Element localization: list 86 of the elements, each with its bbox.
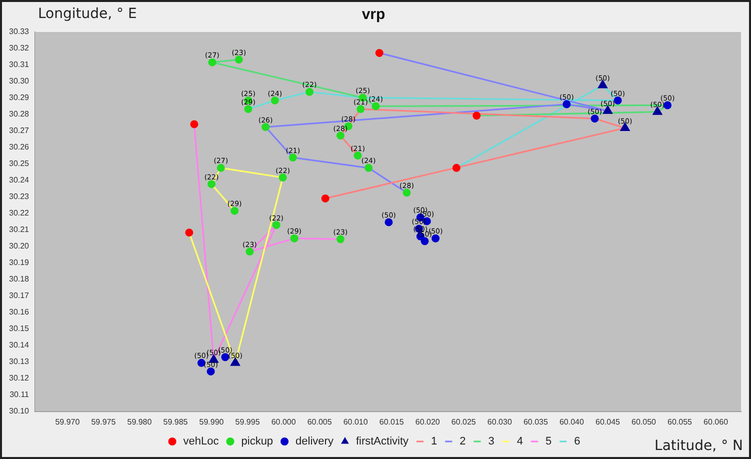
y-tick-label: 30.30 — [8, 76, 30, 86]
point — [364, 164, 373, 172]
y-tick-label: 30.25 — [8, 159, 30, 168]
legend-label: 4 — [516, 436, 523, 448]
legend-label: 1 — [431, 436, 438, 448]
x-tick-label: 59.990 — [199, 417, 224, 426]
x-tick-label: 60.050 — [632, 417, 657, 426]
point — [372, 102, 380, 110]
y-axis-title: Longitude, ° E — [38, 6, 137, 22]
y-tick-label: 30.18 — [8, 274, 30, 284]
x-tick-label: 60.005 — [307, 417, 332, 426]
point — [336, 132, 344, 140]
x-tick-label: 60.010 — [343, 417, 368, 426]
point — [208, 180, 216, 188]
y-tick-label: 30.19 — [8, 258, 30, 268]
x-tick-label: 60.015 — [379, 417, 404, 426]
point — [452, 164, 460, 172]
x-tick-label: 59.970 — [55, 417, 80, 426]
y-tick-label: 30.20 — [8, 242, 30, 251]
point — [208, 58, 216, 66]
point — [234, 56, 243, 64]
x-tick-label: 60.055 — [668, 417, 693, 426]
point — [375, 48, 384, 57]
point — [290, 234, 298, 242]
point — [216, 164, 225, 172]
y-tick-label: 30.11 — [10, 390, 30, 400]
y-tick-label: 30.33 — [8, 27, 30, 36]
legend-label: vehLoc — [183, 436, 220, 448]
y-tick-label: 30.23 — [8, 192, 30, 202]
legend-label: 5 — [545, 436, 552, 448]
y-tick-label: 30.13 — [8, 357, 30, 366]
legend-label: firstActivity — [356, 436, 410, 448]
y-tick-label: 30.29 — [8, 93, 30, 102]
x-tick-label: 60.025 — [451, 417, 476, 426]
x-tick-label: 60.030 — [487, 417, 512, 426]
y-tick-label: 30.27 — [8, 126, 30, 136]
y-tick-label: 30.15 — [8, 324, 30, 334]
point — [272, 221, 280, 229]
legend-label: 6 — [574, 436, 580, 448]
legend-label: delivery — [296, 436, 334, 448]
legend-label: 3 — [488, 436, 494, 448]
x-tick-label: 59.975 — [91, 417, 116, 426]
point — [262, 123, 270, 132]
y-tick-label: 30.21 — [8, 225, 30, 234]
x-tick-label: 59.985 — [163, 417, 188, 426]
y-tick-label: 30.12 — [8, 374, 30, 383]
point — [185, 228, 194, 237]
point — [354, 152, 362, 160]
x-tick-label: 60.060 — [704, 417, 729, 426]
point — [230, 206, 239, 215]
y-tick-label: 30.14 — [8, 340, 30, 350]
y-tick-label: 30.28 — [8, 110, 30, 119]
point — [244, 105, 252, 114]
x-tick-label: 59.995 — [235, 417, 260, 426]
point — [402, 188, 411, 197]
point — [562, 100, 571, 108]
point — [321, 194, 330, 202]
point — [305, 88, 314, 96]
point — [420, 237, 429, 246]
x-tick-label: 60.045 — [595, 417, 621, 426]
point — [288, 154, 297, 162]
legend-label: 2 — [460, 436, 466, 448]
point — [356, 105, 365, 114]
x-axis-title: Latitude, ° N — [654, 438, 743, 454]
x-tick-label: 60.000 — [271, 417, 296, 426]
y-tick-label: 30.26 — [8, 142, 30, 152]
point — [190, 120, 198, 128]
point — [432, 234, 440, 242]
legend-label: pickup — [241, 436, 274, 448]
x-tick-label: 59.980 — [127, 417, 152, 426]
x-tick-label: 60.035 — [523, 417, 548, 426]
y-tick-label: 30.16 — [8, 308, 30, 317]
point — [336, 235, 344, 244]
y-tick-label: 30.10 — [8, 406, 30, 416]
x-tick-label: 60.020 — [415, 417, 440, 426]
y-tick-label: 30.22 — [8, 208, 30, 218]
y-tick-label: 30.32 — [8, 44, 30, 53]
y-tick-label: 30.24 — [8, 176, 30, 185]
chart-title: vrp — [362, 6, 386, 24]
point — [472, 112, 481, 120]
y-tick-label: 30.31 — [8, 60, 30, 70]
y-tick-label: 30.17 — [8, 291, 30, 300]
x-tick-label: 60.040 — [559, 417, 584, 426]
point — [590, 114, 599, 123]
point — [246, 248, 254, 256]
point — [384, 218, 393, 226]
